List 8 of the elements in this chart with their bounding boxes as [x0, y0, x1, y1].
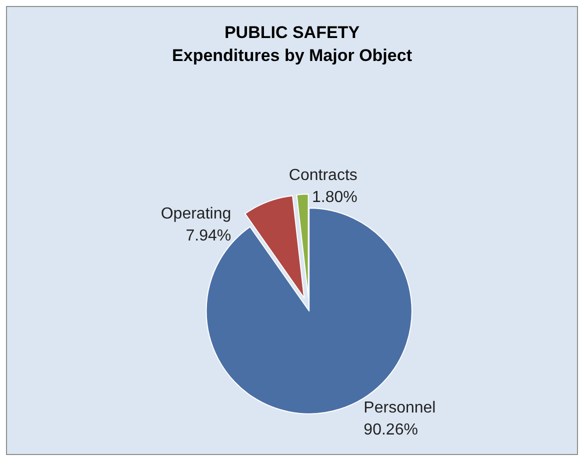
data-label: 7.94%	[186, 228, 232, 245]
slice-label: Personnel	[364, 399, 436, 416]
data-label: 1.80%	[312, 188, 358, 206]
chart-subtitle: Expenditures by Major Object	[172, 46, 412, 65]
chart-title: PUBLIC SAFETY	[224, 23, 360, 42]
slice-label: Operating	[160, 206, 232, 223]
data-label: 90.26%	[364, 421, 418, 438]
slice-label: Contracts	[288, 166, 358, 184]
